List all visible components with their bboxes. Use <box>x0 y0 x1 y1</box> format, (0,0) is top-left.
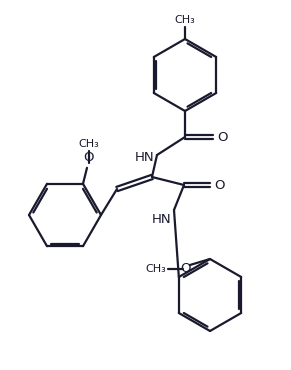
Text: CH₃: CH₃ <box>145 264 166 274</box>
Text: O: O <box>84 151 94 164</box>
Text: CH₃: CH₃ <box>79 139 99 149</box>
Text: HN: HN <box>151 213 171 226</box>
Text: HN: HN <box>134 151 154 164</box>
Text: O: O <box>181 262 191 276</box>
Text: O: O <box>217 131 228 144</box>
Text: CH₃: CH₃ <box>175 15 195 25</box>
Text: O: O <box>214 178 224 192</box>
